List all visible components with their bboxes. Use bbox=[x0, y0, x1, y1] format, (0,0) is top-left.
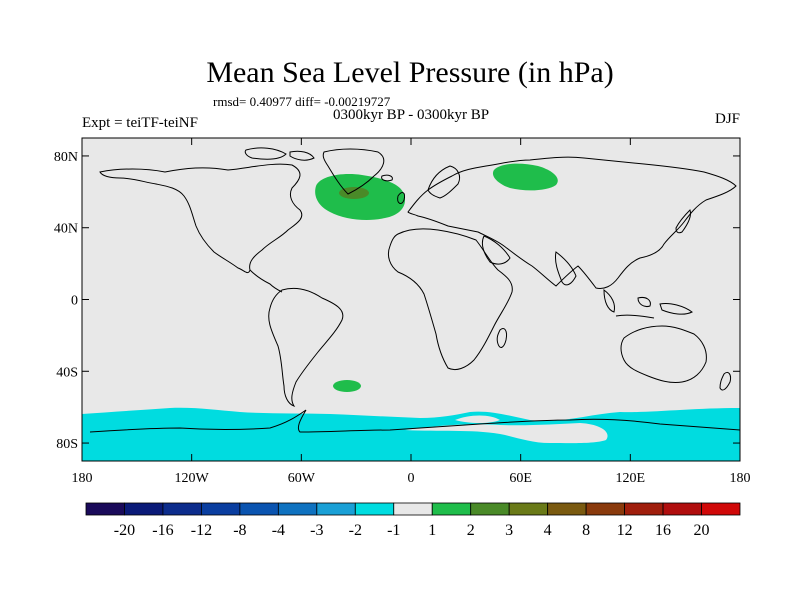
plot-title: Mean Sea Level Pressure (in hPa) bbox=[206, 56, 613, 89]
colorbar-label: -4 bbox=[272, 522, 285, 539]
lat-tick-label: 0 bbox=[71, 294, 78, 309]
lat-tick-label: 80N bbox=[54, 150, 78, 165]
colorbar-label: 3 bbox=[505, 522, 513, 539]
colorbar-swatch bbox=[201, 502, 241, 516]
colorbar-swatch bbox=[662, 502, 702, 516]
anomaly-layer bbox=[82, 147, 740, 461]
latitude-axis: 80N 40N 0 40S 80S bbox=[54, 150, 740, 452]
lon-tick-label: 0 bbox=[408, 471, 415, 486]
lon-tick-label: 180 bbox=[72, 471, 93, 486]
colorbar-label: -8 bbox=[233, 522, 246, 539]
lat-tick-label: 80S bbox=[56, 437, 78, 452]
colorbar-label: 4 bbox=[544, 522, 552, 539]
colorbar-label: 8 bbox=[582, 522, 590, 539]
colorbar-swatch bbox=[239, 502, 279, 516]
colorbar-label: 12 bbox=[617, 522, 633, 539]
colorbar-swatch bbox=[547, 502, 587, 516]
colorbar-swatch bbox=[354, 502, 395, 516]
colorbar-label: -3 bbox=[310, 522, 323, 539]
period-label: 0300kyr BP - 0300kyr BP bbox=[333, 107, 489, 123]
lat-tick-label: 40S bbox=[56, 365, 78, 380]
colorbar-swatch bbox=[316, 502, 356, 516]
colorbar-label: 20 bbox=[694, 522, 710, 539]
colorbar-label: -2 bbox=[349, 522, 362, 539]
colorbar-swatch bbox=[124, 502, 164, 516]
lon-tick-label: 120E bbox=[616, 471, 646, 486]
colorbar: -20 -16 -12 -8 -4 -3 -2 -1 1 2 3 4 8 12 16 20 bbox=[85, 502, 741, 539]
colorbar-swatch bbox=[162, 502, 202, 516]
colorbar-label: 2 bbox=[467, 522, 475, 539]
south-atlantic-high-region bbox=[333, 380, 361, 392]
antarctic-grey-patch-2 bbox=[455, 415, 500, 423]
colorbar-label: -1 bbox=[387, 522, 400, 539]
southern-ocean-low-region bbox=[82, 407, 740, 461]
lon-tick-label: 60W bbox=[288, 471, 316, 486]
north-atlantic-core-region bbox=[339, 187, 369, 199]
colorbar-swatch bbox=[701, 502, 741, 516]
colorbar-label: -12 bbox=[191, 522, 212, 539]
colorbar-swatch bbox=[85, 502, 125, 516]
colorbar-swatch bbox=[585, 502, 625, 516]
colorbar-swatch bbox=[277, 502, 318, 516]
lon-tick-label: 120W bbox=[175, 471, 210, 486]
season-label: DJF bbox=[715, 111, 740, 127]
colorbar-swatch bbox=[624, 502, 664, 516]
colorbar-label: 16 bbox=[655, 522, 671, 539]
lat-tick-label: 40N bbox=[54, 222, 78, 237]
colorbar-label: 1 bbox=[428, 522, 436, 539]
colorbar-swatch bbox=[470, 502, 510, 516]
antarctic-grey-patch bbox=[405, 423, 608, 444]
colorbar-swatch bbox=[508, 502, 549, 516]
barents-sea-high-region bbox=[492, 163, 558, 191]
map-background bbox=[82, 138, 740, 461]
colorbar-label: -20 bbox=[114, 522, 135, 539]
lon-tick-label: 180 bbox=[730, 471, 751, 486]
coastlines bbox=[89, 147, 740, 433]
colorbar-swatch bbox=[393, 502, 433, 516]
lon-tick-label: 60E bbox=[509, 471, 532, 486]
colorbar-label: -16 bbox=[152, 522, 173, 539]
stats-label: rmsd= 0.40977 diff= -0.00219727 bbox=[213, 94, 391, 109]
longitude-axis: 180 120W 60W 0 60E 120E 180 bbox=[72, 138, 751, 486]
experiment-label: Expt = teiTF-teiNF bbox=[82, 115, 198, 131]
colorbar-swatch bbox=[431, 502, 472, 516]
